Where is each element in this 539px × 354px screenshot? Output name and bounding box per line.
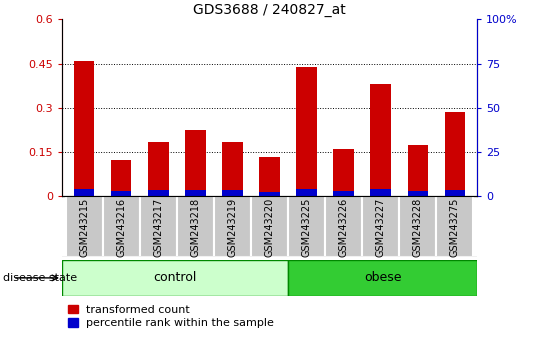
Text: control: control (154, 272, 197, 284)
FancyBboxPatch shape (362, 196, 399, 257)
Bar (222, 142, 243, 196)
Bar (74, 61, 94, 196)
FancyBboxPatch shape (436, 196, 473, 257)
Bar (334, 149, 354, 196)
FancyBboxPatch shape (66, 196, 103, 257)
Text: GSM243225: GSM243225 (301, 198, 312, 257)
Bar (407, 145, 428, 196)
Bar (334, 191, 354, 196)
Bar (111, 160, 132, 196)
Bar (370, 189, 391, 196)
Bar (148, 142, 169, 196)
Title: GDS3688 / 240827_at: GDS3688 / 240827_at (193, 3, 346, 17)
Text: GSM243275: GSM243275 (450, 198, 460, 257)
Bar (445, 190, 465, 196)
FancyBboxPatch shape (62, 260, 288, 296)
Legend: transformed count, percentile rank within the sample: transformed count, percentile rank withi… (67, 305, 274, 328)
Text: GSM243226: GSM243226 (338, 198, 349, 257)
FancyBboxPatch shape (103, 196, 140, 257)
Bar (148, 190, 169, 196)
FancyBboxPatch shape (325, 196, 362, 257)
FancyBboxPatch shape (288, 260, 477, 296)
Bar (296, 189, 317, 196)
Bar (259, 192, 280, 196)
Text: GSM243219: GSM243219 (227, 198, 238, 257)
Bar (185, 130, 205, 196)
Text: GSM243216: GSM243216 (116, 198, 126, 257)
FancyBboxPatch shape (177, 196, 214, 257)
Bar (445, 113, 465, 196)
Bar (407, 191, 428, 196)
Bar (111, 191, 132, 196)
Text: GSM243228: GSM243228 (413, 198, 423, 257)
FancyBboxPatch shape (214, 196, 251, 257)
Text: GSM243227: GSM243227 (376, 198, 386, 257)
Text: GSM243215: GSM243215 (79, 198, 89, 257)
FancyBboxPatch shape (288, 196, 325, 257)
Bar (185, 190, 205, 196)
Text: GSM243218: GSM243218 (190, 198, 201, 257)
FancyBboxPatch shape (251, 196, 288, 257)
Bar (259, 156, 280, 196)
FancyBboxPatch shape (140, 196, 177, 257)
Text: GSM243220: GSM243220 (265, 198, 274, 257)
FancyBboxPatch shape (399, 196, 436, 257)
Bar (74, 189, 94, 196)
Text: GSM243217: GSM243217 (153, 198, 163, 257)
Text: obese: obese (364, 272, 402, 284)
Bar (222, 190, 243, 196)
Bar (296, 67, 317, 196)
Bar (370, 84, 391, 196)
Text: disease state: disease state (3, 273, 77, 283)
